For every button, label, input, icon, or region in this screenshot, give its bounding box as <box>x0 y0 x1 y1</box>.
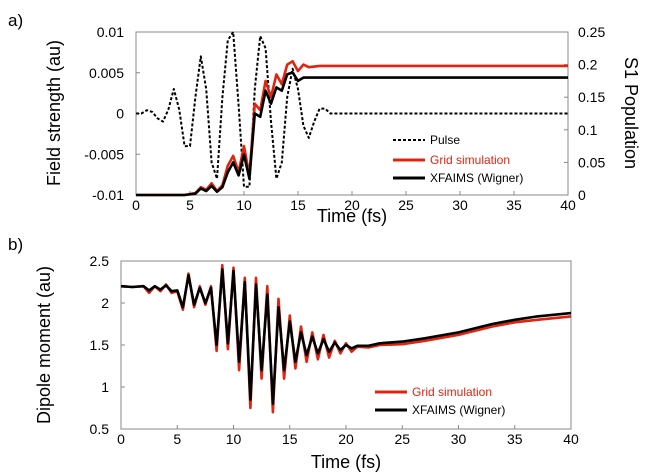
y-tick-label: 0.005 <box>89 65 124 81</box>
x-tick-label: 30 <box>451 431 467 447</box>
y-tick-label: 1.5 <box>90 337 110 353</box>
y-tick-label: -0.005 <box>84 146 124 162</box>
x-tick-label: 15 <box>282 431 298 447</box>
y-tick-label: 0.5 <box>90 421 110 437</box>
x-tick-label: 30 <box>452 197 468 213</box>
y-tick-label: 1 <box>101 379 109 395</box>
x-tick-label: 10 <box>226 431 242 447</box>
x-tick-label: 0 <box>117 431 125 447</box>
series-line-xfaims-wigner <box>136 71 568 197</box>
series-line-grid-simulation <box>120 263 572 414</box>
y2-tick-label: 0 <box>578 187 586 203</box>
panel-a-y2-axis-label: S1 Population <box>621 57 641 169</box>
y-tick-label: 0 <box>116 106 124 122</box>
y2-tick-label: 0.1 <box>578 122 598 138</box>
series-line-xfaims-wigner <box>120 268 572 406</box>
legend-label-grid-simulation: Grid simulation <box>430 153 510 167</box>
x-tick-label: 5 <box>173 431 181 447</box>
panel-b-label: b) <box>8 235 23 254</box>
panel-b-x-axis-label: Time (fs) <box>311 452 381 472</box>
y-tick-label: -0.01 <box>92 187 124 203</box>
legend-label-xfaims-b: XFAIMS (Wigner) <box>412 403 505 417</box>
x-tick-label: 0 <box>132 197 140 213</box>
x-tick-label: 20 <box>344 197 360 213</box>
x-tick-label: 25 <box>398 197 414 213</box>
x-tick-label: 40 <box>563 431 579 447</box>
y2-tick-label: 0.25 <box>578 24 605 40</box>
panel-a-x-axis-label: Time (fs) <box>317 206 387 226</box>
legend-label-xfaims: XFAIMS (Wigner) <box>430 171 523 185</box>
legend-label-pulse: Pulse <box>430 133 460 147</box>
y-tick-label: 2.5 <box>90 253 110 269</box>
x-tick-label: 5 <box>186 197 194 213</box>
y2-tick-label: 0.2 <box>578 57 598 73</box>
series-line-grid-simulation <box>136 59 568 197</box>
y2-tick-label: 0.15 <box>578 89 605 105</box>
x-tick-label: 35 <box>507 431 523 447</box>
y2-tick-label: 0.05 <box>578 154 605 170</box>
y-tick-label: 0.01 <box>97 24 124 40</box>
panel-b-chart: b) Dipole moment (au) Time (fs) 0 5 10 15 20… <box>8 235 579 472</box>
x-tick-label: 10 <box>236 197 252 213</box>
x-tick-label: 15 <box>290 197 306 213</box>
x-tick-label: 25 <box>394 431 410 447</box>
panel-a-y-axis-label: Field strength (au) <box>44 40 64 186</box>
panel-b-legend: Grid simulation XFAIMS (Wigner) <box>375 385 505 417</box>
x-tick-label: 40 <box>560 197 576 213</box>
panel-a-legend: Pulse Grid simulation XFAIMS (Wigner) <box>393 133 523 185</box>
x-tick-label: 35 <box>506 197 522 213</box>
y-tick-label: 2 <box>101 295 109 311</box>
legend-label-grid-simulation-b: Grid simulation <box>412 385 492 399</box>
panel-a-label: a) <box>8 11 23 30</box>
panel-b-y-axis-label: Dipole moment (au) <box>34 266 54 424</box>
panel-a-chart: a) Field strength (au) S1 Population Tim… <box>8 11 641 226</box>
x-tick-label: 20 <box>338 431 354 447</box>
